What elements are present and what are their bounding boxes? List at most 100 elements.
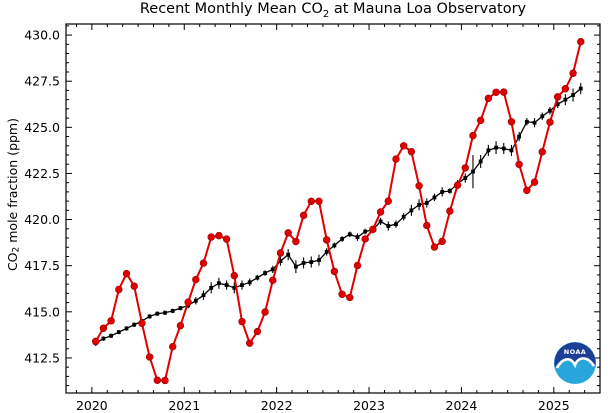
trend-point — [471, 169, 475, 174]
monthly-point — [245, 339, 254, 347]
noaa-logo-sky — [554, 342, 596, 369]
trend-point — [532, 120, 537, 125]
x-tick-label: 2024 — [446, 398, 478, 413]
monthly-point — [130, 282, 138, 290]
monthly-point — [430, 243, 439, 251]
trend-point — [517, 134, 522, 139]
monthly-point — [122, 269, 131, 278]
trend-point — [109, 333, 114, 338]
trend-point — [386, 224, 391, 228]
monthly-point — [353, 261, 362, 270]
trend-series-line — [95, 88, 582, 344]
monthly-point — [476, 116, 485, 125]
monthly-point — [292, 237, 300, 246]
trend-point — [571, 93, 575, 97]
trend-point — [563, 97, 568, 102]
trend-point — [255, 275, 260, 280]
trend-point — [147, 314, 152, 319]
trend-point — [332, 243, 337, 248]
monthly-point — [276, 249, 285, 257]
x-tick-label: 2020 — [76, 398, 108, 413]
monthly-point — [399, 142, 408, 150]
monthly-point — [384, 197, 392, 205]
trend-point — [463, 176, 468, 180]
trend-point — [424, 201, 429, 205]
monthly-point — [569, 69, 577, 77]
monthly-point — [115, 285, 123, 294]
y-tick-label: 417.5 — [24, 258, 60, 273]
monthly-point — [484, 94, 493, 103]
monthly-point — [161, 376, 169, 385]
trend-point — [224, 283, 229, 287]
trend-point — [293, 264, 298, 269]
trend-point — [317, 258, 321, 263]
monthly-point — [507, 118, 516, 126]
monthly-point — [269, 276, 277, 284]
y-axis-tick-labels: 412.5 415.0 417.5 420.0 422.5 425.0 427.5 430.0 — [24, 28, 60, 366]
monthly-point — [222, 235, 231, 243]
monthly-point — [461, 164, 469, 172]
y-tick-label: 425.0 — [24, 120, 60, 135]
trend-point — [540, 114, 545, 119]
monthly-point — [515, 160, 523, 169]
monthly-point — [176, 321, 185, 330]
monthly-point — [261, 308, 269, 316]
trend-series-markers — [93, 86, 583, 346]
x-axis-tick-labels: 2020 2021 2022 2023 2024 2025 — [76, 398, 570, 413]
monthly-point — [99, 324, 108, 332]
trend-point — [548, 108, 552, 113]
monthly-point — [192, 275, 200, 284]
monthly-point — [446, 207, 454, 215]
monthly-point — [369, 225, 377, 234]
trend-point — [524, 119, 529, 124]
trend-point — [478, 159, 483, 164]
monthly-point — [145, 353, 154, 361]
monthly-point — [392, 155, 400, 163]
trend-point — [247, 280, 252, 285]
axis-ticks — [66, 24, 600, 393]
trend-point — [163, 310, 167, 315]
trend-point — [209, 285, 214, 290]
trend-point — [286, 252, 291, 257]
trend-point — [447, 189, 452, 193]
monthly-point — [215, 231, 223, 240]
y-tick-label: 430.0 — [24, 28, 60, 43]
monthly-point — [523, 186, 531, 195]
chart-title: Recent Monthly Mean CO2 at Mauna Loa Obs… — [139, 1, 527, 20]
monthly-point — [253, 327, 262, 336]
y-tick-label: 412.5 — [24, 350, 60, 365]
monthly-point — [322, 236, 331, 244]
monthly-point — [307, 197, 315, 206]
trend-point — [355, 235, 360, 239]
trend-point — [309, 260, 314, 264]
monthly-point — [453, 181, 462, 189]
monthly-point — [492, 88, 500, 96]
monthly-point — [361, 235, 369, 243]
monthly-point — [169, 342, 177, 351]
trend-point — [301, 261, 306, 265]
trend-point — [578, 86, 583, 91]
trend-point — [324, 249, 329, 254]
trend-point — [432, 195, 437, 200]
trend-point — [401, 214, 406, 219]
monthly-point — [107, 317, 115, 325]
monthly-point — [346, 293, 354, 302]
trend-point — [555, 102, 560, 107]
plot-frame — [65, 23, 601, 394]
trend-point — [278, 259, 283, 263]
trend-point — [240, 283, 244, 287]
trend-point — [193, 298, 198, 303]
monthly-series-markers — [92, 38, 585, 385]
monthly-point — [207, 233, 215, 241]
trend-point — [347, 232, 352, 237]
x-tick-label: 2021 — [168, 398, 200, 413]
monthly-point — [546, 118, 554, 126]
monthly-series-line — [94, 41, 582, 382]
trend-point — [101, 336, 106, 341]
monthly-point — [284, 229, 292, 237]
monthly-point — [577, 38, 585, 46]
monthly-point — [184, 298, 192, 306]
trend-point — [409, 208, 414, 213]
trend-point — [417, 202, 421, 207]
